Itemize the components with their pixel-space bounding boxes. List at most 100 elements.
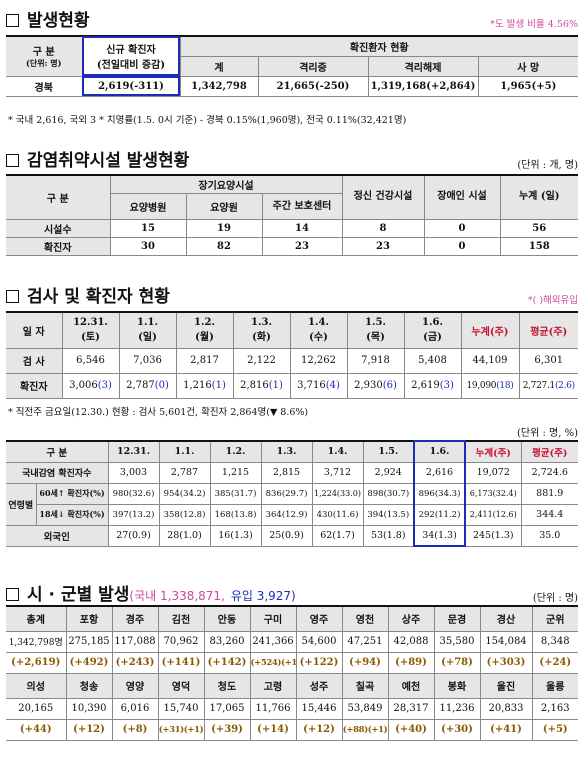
tests-row-label: 검 사: [6, 347, 63, 374]
region-cumulative: 20,165: [6, 697, 67, 720]
region-daily-change: (+12): [295, 718, 343, 741]
region-name: 성주: [295, 672, 343, 699]
region-cumulative: 70,962: [157, 630, 205, 653]
mental-header: 정신 건강시설: [341, 174, 425, 220]
new-cases-header: 신규 확진자 (전일대비 증감): [81, 36, 181, 77]
under18-value: 292(11.2): [413, 503, 467, 526]
domestic-cumulative: 19,072: [464, 461, 522, 484]
region-name: 영덕: [157, 672, 205, 699]
date-col-0: 12.31. (토): [61, 311, 120, 349]
facilities-cumulative: 56: [499, 218, 578, 238]
under18-value: 430(11.6): [311, 503, 364, 526]
date-col: 12.31.: [107, 440, 160, 463]
region-cumulative: 53,849: [341, 697, 389, 720]
date-col: 1.1.: [158, 440, 211, 463]
facilities-daycare: 14: [261, 218, 343, 238]
region-name: 고령: [249, 672, 297, 699]
foreign-row-label: 외국인: [6, 524, 109, 547]
age-group-table: 구 분 12.31. 1.1. 1.2. 1.3. 1.4. 1.5. 1.6.…: [6, 440, 579, 547]
region-cumulative: 35,580: [433, 630, 481, 653]
region-daily-change: (+94): [341, 651, 389, 674]
foreign-value: 62(1.7): [311, 524, 364, 547]
under18-value: 168(13.8): [209, 503, 262, 526]
over60-value: 980(32.6): [107, 482, 160, 505]
section1-title: 발생현황: [6, 6, 90, 31]
region-name: 총계: [6, 605, 67, 632]
status-header: 확진환자 현황: [179, 36, 578, 57]
city-county-table: 총계 포항 경주 김천 안동 구미 영주 영천 상주 문경 경산 군위 1,342,798명 275,18…: [6, 605, 578, 741]
date-header: 일 자: [6, 311, 63, 349]
region-cumulative: 241,366: [249, 630, 297, 653]
tests-value: 2,122: [232, 347, 291, 374]
domestic-total-label: (국내 1,338,871,: [129, 589, 225, 603]
foreign-value: 27(0.9): [107, 524, 160, 547]
under18-value: 364(12.9): [260, 503, 313, 526]
facilities-disabled: 0: [423, 218, 501, 238]
province-ratio-note: *도 발생 비율 4.56%: [490, 19, 578, 30]
region-cumulative: 1,342,798명: [6, 630, 67, 653]
foreign-cumulative: 245(1.3): [464, 524, 522, 547]
cases-average: 2,727.1(2.6): [518, 372, 578, 399]
region-name: 포항: [65, 605, 113, 632]
cases-value: 3,006(3): [61, 372, 120, 399]
domestic-value: 2,787: [158, 461, 211, 484]
cumulative-header: 누계(주): [460, 311, 520, 349]
hospital-header: 요양병원: [109, 192, 187, 220]
date-col-6: 1.6. (금): [403, 311, 462, 349]
domestic-average: 2,724.6: [520, 461, 579, 484]
vulnerable-facility-table: 구 분 장기요양시설 정신 건강시설 장애인 시설 누계 (일) 요양병원 요양…: [6, 174, 578, 256]
region-name: 울릉: [531, 672, 578, 699]
tests-cumulative: 44,109: [460, 347, 520, 374]
region-cumulative: 10,390: [65, 697, 113, 720]
isolated-value: 21,665(-250): [257, 75, 369, 97]
nursing-header: 요양원: [185, 192, 263, 220]
date-col: 1.2.: [209, 440, 262, 463]
cases-value: 3,716(4): [289, 372, 348, 399]
average-header: 평균(주): [520, 440, 579, 463]
disabled-header: 장애인 시설: [423, 174, 501, 220]
region-name: 문경: [433, 605, 481, 632]
date-col-1: 1.1. (일): [118, 311, 177, 349]
cases-row-label: 확진자: [6, 372, 63, 399]
region-cumulative: 154,084: [479, 630, 533, 653]
released-header: 격리해제: [367, 55, 479, 77]
region-daily-change: (+40): [387, 718, 435, 741]
new-cases-value: 2,619(-311): [81, 75, 181, 97]
tests-value: 5,408: [403, 347, 462, 374]
region-cumulative: 47,251: [341, 630, 389, 653]
region-name: 칠곡: [341, 672, 389, 699]
section5-title: 시 · 군별 발생(국내 1,338,871, 유입 3,927): [6, 580, 296, 605]
region-name: 영주: [295, 605, 343, 632]
domestic-value: 2,815: [260, 461, 313, 484]
region-name: 영양: [111, 672, 159, 699]
cases-nursing: 82: [185, 236, 263, 256]
total-value: 1,342,798: [179, 75, 259, 97]
region-daily-change: (+492): [65, 651, 113, 674]
section2-title: 감염취약시설 발생현황: [6, 146, 189, 171]
section2-unit: (단위 : 개, 명): [517, 160, 578, 171]
domestic-value: 2,924: [362, 461, 415, 484]
gubun-header: 구 분: [6, 174, 111, 220]
outbreak-status-table: 구 분 (단위: 명) 신규 확진자 (전일대비 증감) 확진환자 현황 계 격리중…: [6, 35, 578, 97]
region-cumulative: 15,740: [157, 697, 205, 720]
region-daily-change: (+39): [203, 718, 251, 741]
date-col-2: 1.2. (월): [175, 311, 234, 349]
region-name: 영천: [341, 605, 389, 632]
region-name: 경산: [479, 605, 533, 632]
region-name: 상주: [387, 605, 435, 632]
date-col: 1.4.: [311, 440, 364, 463]
cases-cumulative: 19,090(18): [460, 372, 520, 399]
released-value: 1,319,168(+2,864): [367, 75, 479, 97]
section3-title: 검사 및 확진자 현황: [6, 282, 170, 307]
region-daily-change: (+44): [6, 718, 67, 741]
region-cumulative: 17,065: [203, 697, 251, 720]
checkbox-square-icon: [6, 290, 19, 303]
region-cumulative: 15,446: [295, 697, 343, 720]
over60-value: 954(34.2): [158, 482, 211, 505]
region-name: 구미: [249, 605, 297, 632]
foreign-value: 53(1.8): [362, 524, 415, 547]
foreign-average: 35.0: [520, 524, 579, 547]
date-col-5: 1.5. (목): [346, 311, 405, 349]
region-name: 안동: [203, 605, 251, 632]
date-col: 1.3.: [260, 440, 313, 463]
